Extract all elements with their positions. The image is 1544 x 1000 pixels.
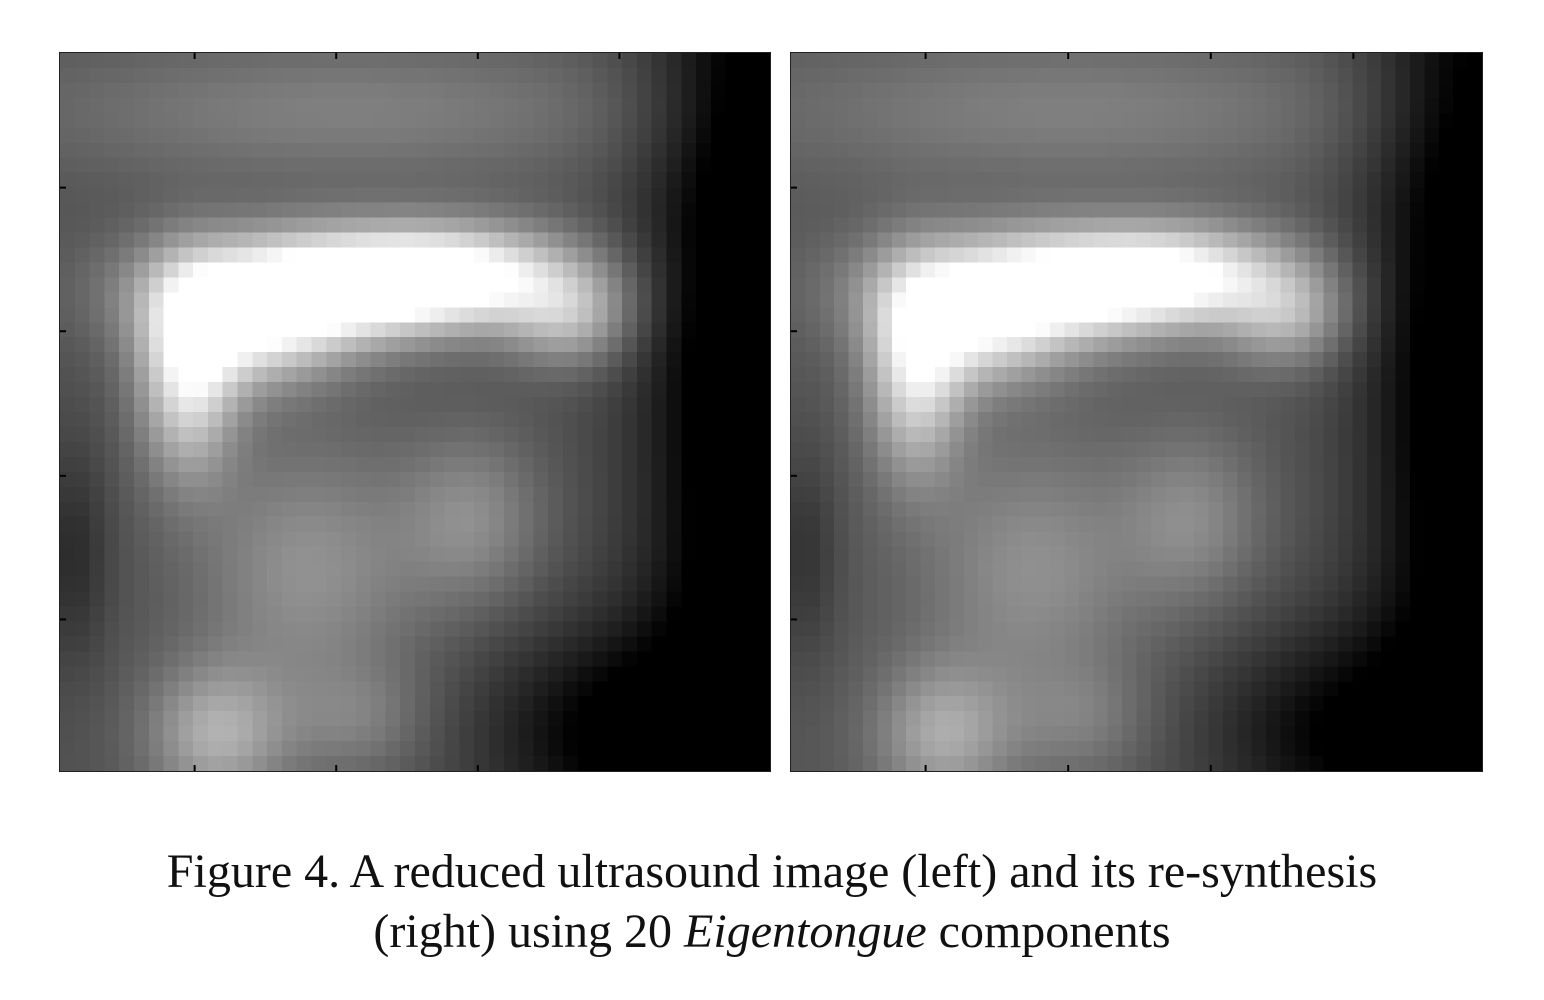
figure-caption: Figure 4. A reduced ultrasound image (le… [0,842,1544,962]
caption-line-2-pre: (right) using 20 [373,905,685,958]
caption-line-1: Figure 4. A reduced ultrasound image (le… [166,845,1378,898]
ultrasound-image-left-canvas [60,53,770,771]
ultrasound-image-right [790,52,1483,772]
caption-line-2: (right) using 20 Eigentongue components [0,902,1544,962]
ultrasound-image-right-canvas [791,53,1482,771]
ticks-left [60,53,621,771]
caption-line-2-italic: Eigentongue [684,905,927,958]
ultrasound-image-left [59,52,771,772]
ticks-right [791,53,1355,771]
caption-line-2-post: components [926,905,1171,958]
